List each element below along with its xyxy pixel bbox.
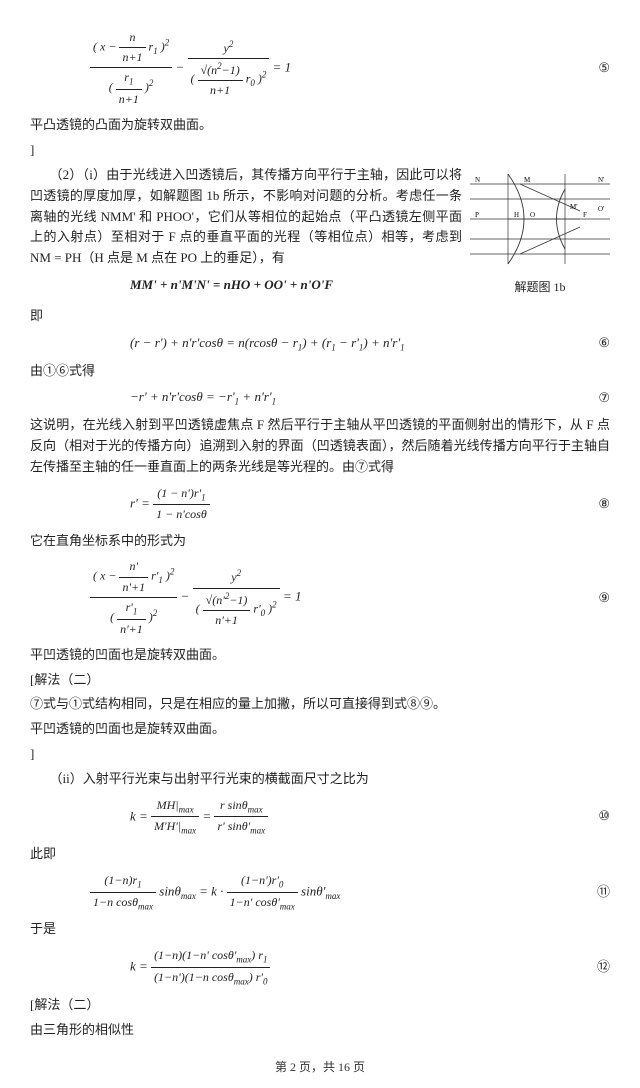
svg-text:F: F [583,211,587,219]
equation-mm: MM' + n'M'N' = nHO + OO' + n'O'F [30,275,462,296]
para-8b: 由三角形的相似性 [30,1020,610,1041]
eq12-body: k = (1−n)(1−n' cosθ'max) r1(1−n')(1−n co… [30,946,580,989]
svg-text:H: H [514,211,519,219]
eq11-num: ⑪ [580,882,610,903]
para-6c: 平凹透镜的凹面也是旋转双曲面。 [30,719,610,740]
para-7: （ii）入射平行光束与出射平行光束的横截面尺寸之比为 [30,769,610,790]
equation-5: ( x − nn+1 r1 )2( r1n+1 )2 − y2( √(n2−1)… [30,28,610,109]
equation-11: (1−n)r11−n cosθmax sinθmax = k · (1−n')r… [30,871,610,914]
eq7-body: −r' + n'r'cosθ = −r'1 + n'r'1 [30,387,580,409]
para-4: 它在直角坐标系中的形式为 [30,531,610,552]
eq8-num: ⑧ [580,494,610,515]
equation-7: −r' + n'r'cosθ = −r'1 + n'r'1 ⑦ [30,387,610,409]
para-6d: ] [30,744,610,765]
para-yushi: 于是 [30,919,610,940]
lens-diagram-icon: N P M H O F M' N' O' [470,169,610,269]
equation-12: k = (1−n)(1−n' cosθ'max) r1(1−n')(1−n co… [30,946,610,989]
para-ji: 即 [30,306,610,327]
equation-8: r' = (1 − n')r'11 − n'cosθ ⑧ [30,484,610,525]
para-you: 由①⑥式得 [30,361,610,382]
eq6-body: (r − r') + n'r'cosθ = n(rcosθ − r1) + (r… [30,333,580,355]
equation-9: ( x − n'n'+1 r'1 )2( r'1n'+1 )2 − y2( √(… [30,557,610,638]
svg-text:M': M' [570,203,578,211]
para-1: 平凸透镜的凸面为旋转双曲面。 [30,115,610,136]
eq12-num: ⑫ [580,957,610,978]
para-5: 平凹透镜的凹面也是旋转双曲面。 [30,645,610,666]
para-1b: ] [30,140,610,161]
eq9-body: ( x − n'n'+1 r'1 )2( r'1n'+1 )2 − y2( √(… [30,557,580,638]
svg-text:O': O' [598,205,604,213]
para-3: 这说明，在光线入射到平凹透镜虚焦点 F 然后平行于主轴从平凹透镜的平面侧射出的情… [30,415,610,477]
para-6a: [解法（二） [30,670,610,691]
eq10-body: k = MH|maxM'H'|max = r sinθmaxr' sinθ'ma… [30,796,580,839]
eq11-body: (1−n)r11−n cosθmax sinθmax = k · (1−n')r… [30,871,580,914]
svg-text:N': N' [598,176,604,184]
eq8-body: r' = (1 − n')r'11 − n'cosθ [30,484,580,525]
equation-6: (r − r') + n'r'cosθ = n(rcosθ − r1) + (r… [30,333,610,355]
svg-text:N: N [475,176,480,184]
figure-caption: 解题图 1b [470,278,610,297]
figure-1b: N P M H O F M' N' O' 解题图 1b [470,169,610,297]
para-6b: ⑦式与①式结构相同，只是在相应的量上加撇，所以可直接得到式⑧⑨。 [30,694,610,715]
para-8a: [解法（二） [30,995,610,1016]
eq5-num: ⑤ [580,58,610,79]
eq9-num: ⑨ [580,588,610,609]
svg-text:M: M [524,176,531,184]
page-footer: 第 2 页，共 16 页 [30,1058,610,1077]
equation-10: k = MH|maxM'H'|max = r sinθmaxr' sinθ'ma… [30,796,610,839]
eq7-num: ⑦ [580,388,610,409]
eq-mm-body: MM' + n'M'N' = nHO + OO' + n'O'F [30,275,462,296]
eq6-num: ⑥ [580,333,610,354]
svg-text:P: P [475,211,479,219]
eq5-body: ( x − nn+1 r1 )2( r1n+1 )2 − y2( √(n2−1)… [30,28,580,109]
svg-text:O: O [530,211,535,219]
eq10-num: ⑩ [580,806,610,827]
